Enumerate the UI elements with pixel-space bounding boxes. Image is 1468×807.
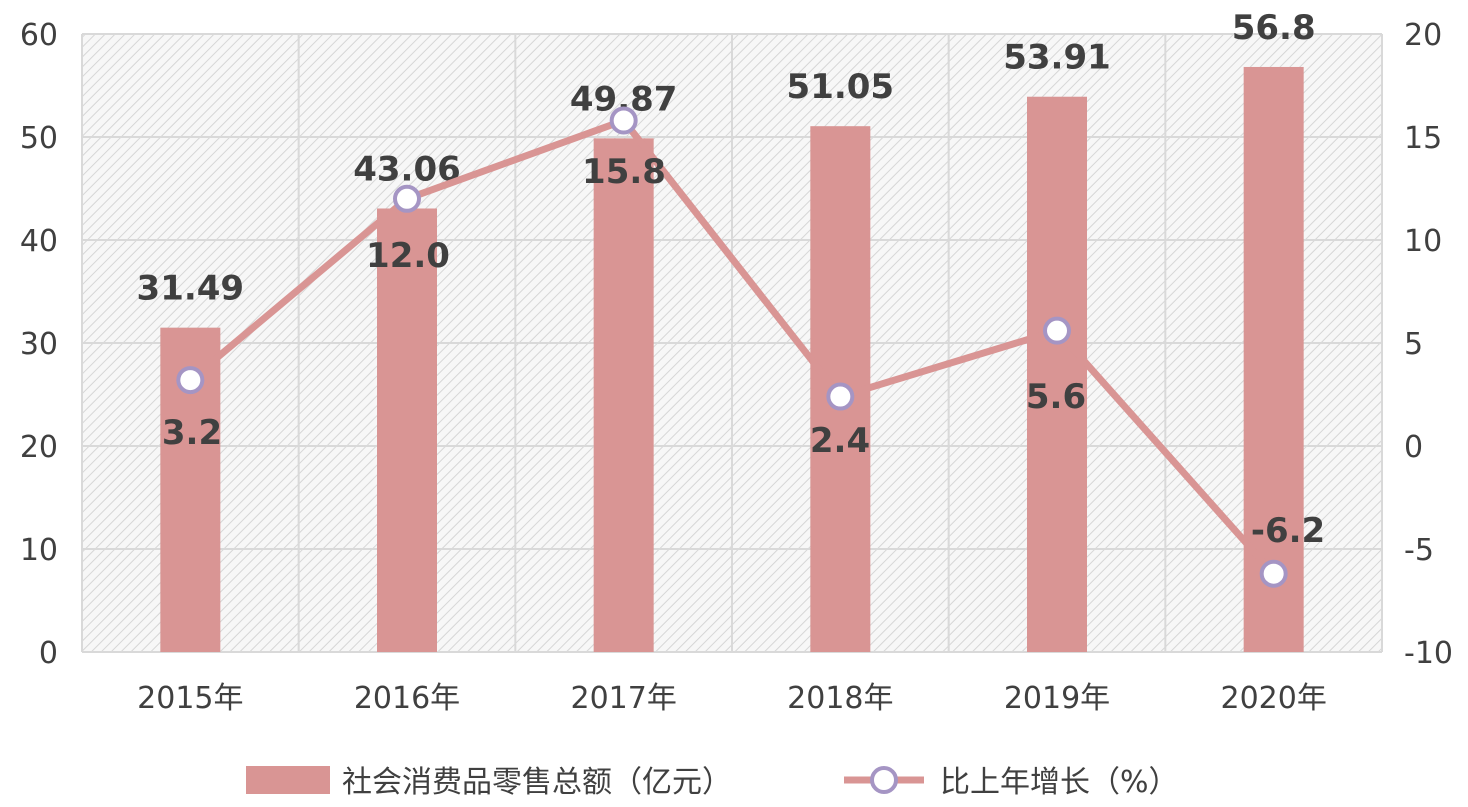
line-value-label: 12.0: [366, 236, 450, 276]
gridlines: [81, 33, 1383, 653]
left-axis-tick-label: 30: [20, 327, 58, 362]
bar-value-label: 31.49: [137, 269, 245, 309]
left-axis-tick-label: 40: [20, 224, 58, 259]
line-point: [609, 106, 638, 135]
line-value-label: 2.4: [810, 421, 870, 461]
left-axis-tick-label: 50: [20, 121, 58, 156]
line-point: [176, 366, 205, 395]
legend-label-retail-sales: 社会消费品零售总额（亿元）: [342, 765, 732, 800]
legend: 社会消费品零售总额（亿元） 比上年增长（%）: [246, 765, 1179, 800]
bar: [593, 138, 654, 653]
line-value-label: 5.6: [1026, 377, 1086, 417]
left-axis-tick-label: 10: [20, 533, 58, 568]
x-axis-tick-label: 2016年: [354, 681, 460, 716]
bar-value-label: 51.05: [787, 67, 895, 107]
x-axis-tick-label: 2020年: [1220, 681, 1326, 716]
x-axis-tick-label: 2017年: [570, 681, 676, 716]
bar: [377, 208, 437, 652]
right-y-axis: -10 -5 0 5 10 15 20: [1404, 18, 1453, 671]
growth-line: 3.2 12.0 15.8 2.4 5.6 -6.2: [162, 106, 1325, 588]
legend-marker-circle: [870, 766, 898, 794]
bar-value-label: 53.91: [1003, 38, 1111, 78]
line-point: [1043, 316, 1071, 345]
bar-value-label: 56.8: [1232, 8, 1316, 48]
right-axis-tick-label: 0: [1404, 430, 1423, 465]
line-point: [393, 184, 421, 213]
left-axis-tick-label: 20: [20, 430, 58, 465]
x-axis: 2015年 2016年 2017年 2018年 2019年 2020年: [137, 681, 1327, 716]
left-y-axis: 0 10 20 30 40 50 60: [20, 18, 58, 671]
line-value-label: -6.2: [1251, 511, 1325, 551]
line-value-label: 15.8: [582, 152, 666, 192]
right-axis-tick-label: 5: [1404, 327, 1423, 362]
line-point: [826, 382, 855, 411]
line-value-label: 3.2: [162, 413, 222, 453]
x-axis-tick-label: 2018年: [787, 681, 893, 716]
x-axis-tick-label: 2015年: [137, 681, 243, 716]
x-axis-tick-label: 2019年: [1004, 681, 1110, 716]
right-axis-tick-label: 20: [1404, 18, 1442, 53]
line-point: [1259, 559, 1288, 588]
right-axis-tick-label: 15: [1404, 121, 1442, 156]
right-axis-tick-label: 10: [1404, 224, 1442, 259]
right-axis-tick-label: -5: [1404, 533, 1434, 568]
left-axis-tick-label: 0: [39, 636, 58, 671]
growth-line-path: [188, 117, 1277, 577]
right-axis-tick-label: -10: [1404, 636, 1453, 671]
legend-label-growth: 比上年增长（%）: [940, 765, 1179, 800]
bar: [1027, 96, 1087, 653]
legend-swatch-bar: [246, 766, 330, 794]
left-axis-tick-label: 60: [20, 18, 58, 53]
